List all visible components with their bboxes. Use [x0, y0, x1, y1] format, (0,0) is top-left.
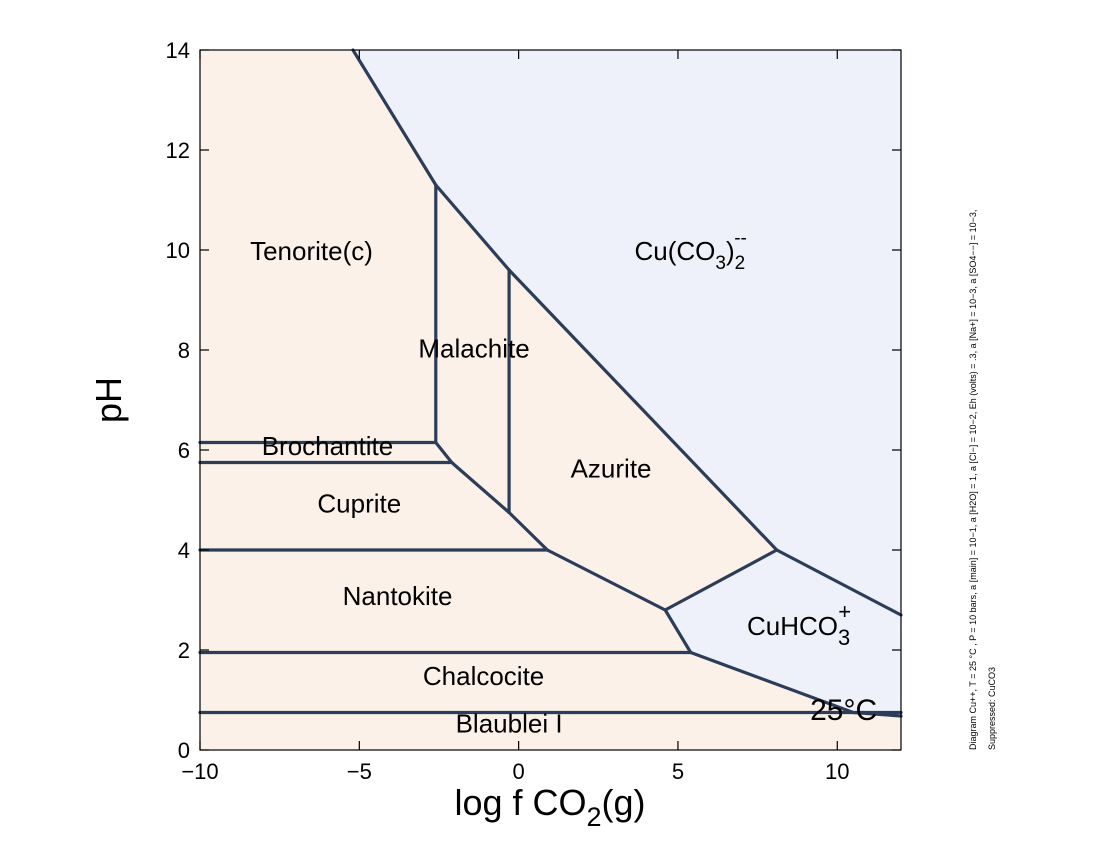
y-axis-label: pH	[88, 377, 129, 423]
label-tenorite: Tenorite(c)	[250, 236, 373, 266]
label-cu-co3-main: Cu(CO	[635, 236, 716, 266]
region-brochantite	[200, 442, 452, 463]
y-tick-label: 14	[166, 38, 190, 63]
label-brochantite: Brochantite	[262, 431, 394, 461]
region-cuhco3	[665, 550, 901, 716]
x-axis-label-tail: (g)	[602, 782, 646, 823]
region-labels: Tenorite(c) Malachite Brochantite Cuprit…	[250, 228, 851, 739]
y-tick-label: 2	[178, 638, 190, 663]
label-cuprite: Cuprite	[317, 489, 401, 519]
y-tick-label: 8	[178, 338, 190, 363]
plot-frame	[199, 49, 902, 751]
region-chalcocite	[200, 652, 854, 713]
label-cuhco3-sup: +	[838, 599, 851, 624]
label-cuhco3: CuHCO3+	[747, 599, 851, 650]
label-cuhco3-main: CuHCO	[747, 611, 838, 641]
x-tick-label: 0	[513, 759, 525, 784]
suppressed-line: Suppressed: CuCO3	[987, 667, 997, 750]
x-axis-label-main: log f CO	[454, 782, 586, 823]
x-axis-label: log f CO2(g)	[454, 782, 645, 832]
y-tick-label: 6	[178, 438, 190, 463]
phase-boundaries	[198, 48, 903, 718]
diagram-conditions-note: Diagram Cu++, T = 25 °C , P = 10 bars, a…	[968, 210, 997, 750]
stability-regions	[200, 50, 902, 750]
label-cu-co3-sub1: 3	[715, 253, 726, 274]
region-blaublei-i	[200, 712, 901, 750]
region-nantokite	[200, 550, 691, 653]
y-tick-label: 12	[166, 138, 190, 163]
y-tick-label: 0	[178, 738, 190, 763]
label-cu-co3-sub2: 2	[735, 253, 746, 274]
label-cu-co3-close: )	[726, 236, 735, 266]
label-cuhco3-sub: 3	[838, 625, 850, 650]
y-tick-label: 4	[178, 538, 190, 563]
conditions-line: Diagram Cu++, T = 25 °C , P = 10 bars, a…	[968, 210, 978, 750]
label-malachite: Malachite	[418, 334, 529, 364]
region-malachite	[435, 185, 510, 513]
label-azurite: Azurite	[571, 454, 652, 484]
temperature-label: 25°C	[810, 694, 877, 727]
label-cu-co3-2: Cu(CO3)2 --	[635, 228, 747, 274]
region-tenorite-c	[200, 50, 436, 443]
boundary-line-7	[663, 608, 903, 718]
x-tick-label: −10	[181, 759, 218, 784]
x-axis-label-sub: 2	[587, 802, 602, 832]
label-cu-co3-sup: --	[734, 228, 747, 249]
axis-ticks: −10 −5 0 5 10 0 2 4 6 8 10 12 14	[166, 38, 901, 784]
x-tick-label: 10	[825, 759, 849, 784]
y-tick-label: 10	[166, 238, 190, 263]
region-cuprite	[200, 462, 548, 550]
label-nantokite: Nantokite	[343, 581, 453, 611]
x-tick-label: 5	[672, 759, 684, 784]
label-chalcocite: Chalcocite	[423, 661, 544, 691]
region-cu-co3-2	[352, 50, 902, 615]
x-tick-label: −5	[347, 759, 372, 784]
label-blaublei: Blaublei I	[456, 709, 563, 739]
region-azurite	[509, 270, 777, 610]
